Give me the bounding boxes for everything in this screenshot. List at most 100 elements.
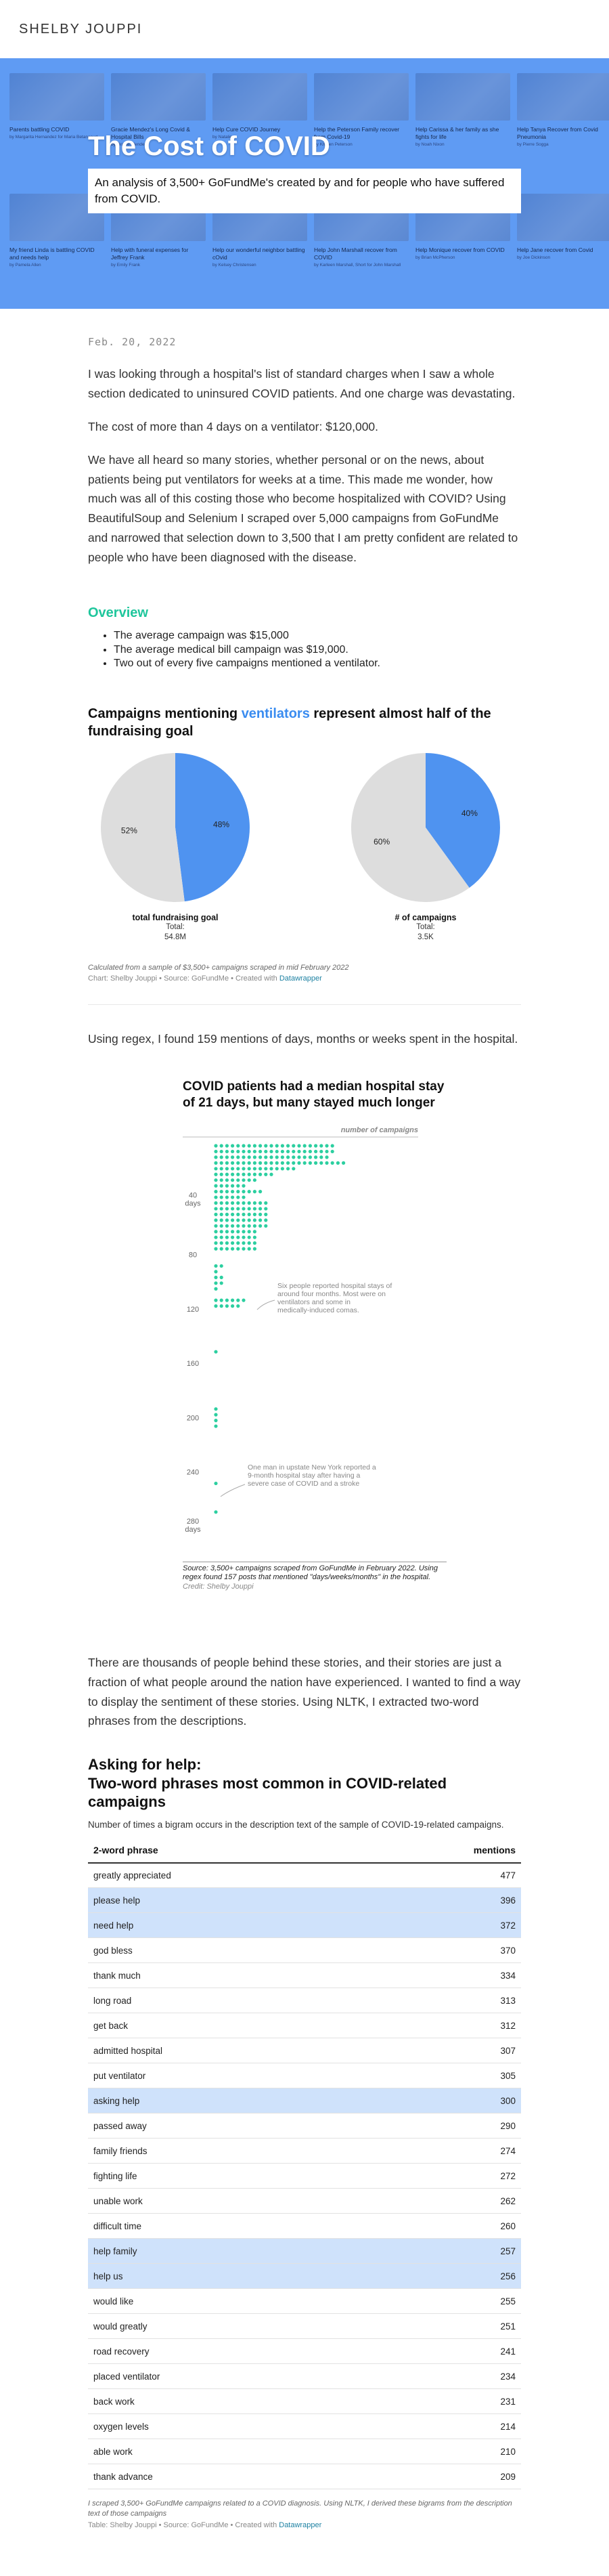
y-tick-label: 80 (189, 1251, 197, 1259)
pie-slice-label: 52% (121, 826, 137, 836)
y-tick-label: 40 days (185, 1191, 201, 1207)
datawrapper-link[interactable]: Datawrapper (279, 974, 322, 983)
campaign-tile: Help the Peterson Family recover from Co… (314, 73, 409, 147)
stay-dot (264, 1206, 268, 1211)
stay-dot (214, 1350, 218, 1354)
campaign-photo (111, 73, 206, 121)
stay-dot (219, 1161, 223, 1165)
stay-dot (231, 1201, 235, 1205)
stay-dot (264, 1161, 268, 1165)
stay-dot (247, 1166, 251, 1170)
campaign-organizer: by Gracie Mendez (111, 142, 147, 148)
datawrapper-link[interactable]: Datawrapper (279, 2520, 322, 2529)
stay-dot (219, 1201, 223, 1205)
stay-dot (214, 1281, 218, 1285)
x-axis-label: number of campaigns (341, 1126, 418, 1134)
stay-dot (242, 1143, 246, 1148)
stay-dot (214, 1206, 218, 1211)
mentions-cell: 272 (359, 2163, 521, 2189)
stay-dot (236, 1172, 240, 1176)
mentions-cell: 372 (359, 1912, 521, 1939)
mentions-cell: 256 (359, 2263, 521, 2290)
stay-dot (214, 1178, 218, 1182)
stay-chart-source: Source: 3,500+ campaigns scraped from Go… (183, 1561, 447, 1592)
campaign-title: Help Jane recover from Covid (517, 246, 593, 253)
table-row: greatly appreciated 477 (88, 1862, 521, 1889)
stay-dot (214, 1264, 218, 1268)
stay-dot (242, 1178, 246, 1182)
hero-title: The Cost of COVID (88, 131, 330, 161)
stay-dot (314, 1161, 318, 1165)
phrase-cell: passed away (88, 2113, 359, 2139)
stay-dot (308, 1143, 312, 1148)
phrase-cell: greatly appreciated (88, 1862, 359, 1889)
stay-dot (252, 1172, 256, 1176)
column-header-mentions[interactable]: mentions (359, 1844, 521, 1864)
stay-dot (242, 1201, 246, 1205)
stay-dot (231, 1224, 235, 1228)
stay-dot (336, 1161, 340, 1165)
campaign-photo (9, 73, 104, 121)
stay-dot (275, 1143, 279, 1148)
stay-dot (258, 1189, 263, 1193)
y-tick-label: 280 days (185, 1517, 201, 1533)
stay-dot (219, 1224, 223, 1228)
table-row: fighting life 272 (88, 2163, 521, 2189)
pie-slice-label: 60% (374, 837, 390, 846)
stay-dot (219, 1206, 223, 1211)
mentions-cell: 231 (359, 2388, 521, 2415)
stay-dot (242, 1184, 246, 1188)
campaign-title: Help with funeral expenses for Jeffrey F… (111, 246, 189, 261)
stay-dot (236, 1201, 240, 1205)
stay-dot (302, 1149, 307, 1153)
stay-dot (225, 1166, 229, 1170)
stay-dot (252, 1178, 256, 1182)
stay-dot (330, 1143, 334, 1148)
stay-dot (219, 1235, 223, 1239)
stay-dot (252, 1189, 256, 1193)
stay-dot (264, 1212, 268, 1216)
stay-dot (214, 1413, 218, 1417)
stay-dot (275, 1149, 279, 1153)
stay-dot (297, 1155, 301, 1159)
stay-dot (258, 1201, 263, 1205)
table-row: thank advance 209 (88, 2464, 521, 2490)
stay-dot (219, 1189, 223, 1193)
stay-dot (247, 1201, 251, 1205)
phrase-cell: help us (88, 2263, 359, 2290)
stay-dot (247, 1229, 251, 1233)
stay-dot (242, 1195, 246, 1199)
campaign-title: Help Carissa & her family as she fights … (415, 126, 499, 141)
pie-chart-campaigns: 40% 60% # of campaigns Total: 3.5K (348, 750, 503, 942)
campaign-tile: Help Cure COVID Journey by Natalie (212, 73, 307, 147)
stay-dot (225, 1155, 229, 1159)
stay-dot (236, 1229, 240, 1233)
stay-dot (236, 1247, 240, 1251)
stay-dot (231, 1235, 235, 1239)
pie-slice-label: 48% (213, 820, 229, 830)
table-note: I scraped 3,500+ GoFundMe campaigns rela… (88, 2499, 512, 2518)
column-header-phrase[interactable]: 2-word phrase (88, 1844, 359, 1864)
stay-dot (236, 1143, 240, 1148)
stay-dot (264, 1172, 268, 1176)
phrase-cell: would like (88, 2288, 359, 2315)
pie-svg: 48% 52% (100, 753, 250, 903)
table-row: admitted hospital 307 (88, 2038, 521, 2064)
stay-dot (319, 1149, 323, 1153)
phrase-cell: admitted hospital (88, 2038, 359, 2064)
stay-dot (214, 1241, 218, 1245)
stay-dot (275, 1155, 279, 1159)
bigram-table-figure: Asking for help: Two-word phrases most co… (88, 1755, 521, 2529)
stay-dot (280, 1155, 284, 1159)
stay-dot (214, 1418, 218, 1422)
campaign-collage-row: My friend Linda is battling COVID and ne… (0, 194, 609, 267)
stay-dot (236, 1149, 240, 1153)
table-credit-text: Table: Shelby Jouppi • Source: GoFundMe … (88, 2520, 279, 2529)
stay-dot (242, 1166, 246, 1170)
overview-item: The average campaign was $15,000 (114, 629, 521, 643)
campaign-photo (314, 73, 409, 121)
campaign-tile: Parents battling COVID by Margarita Herna… (9, 73, 104, 147)
stay-dot (247, 1218, 251, 1222)
site-title-link[interactable]: SHELBY JOUPPI (19, 21, 143, 37)
stay-dot (231, 1149, 235, 1153)
